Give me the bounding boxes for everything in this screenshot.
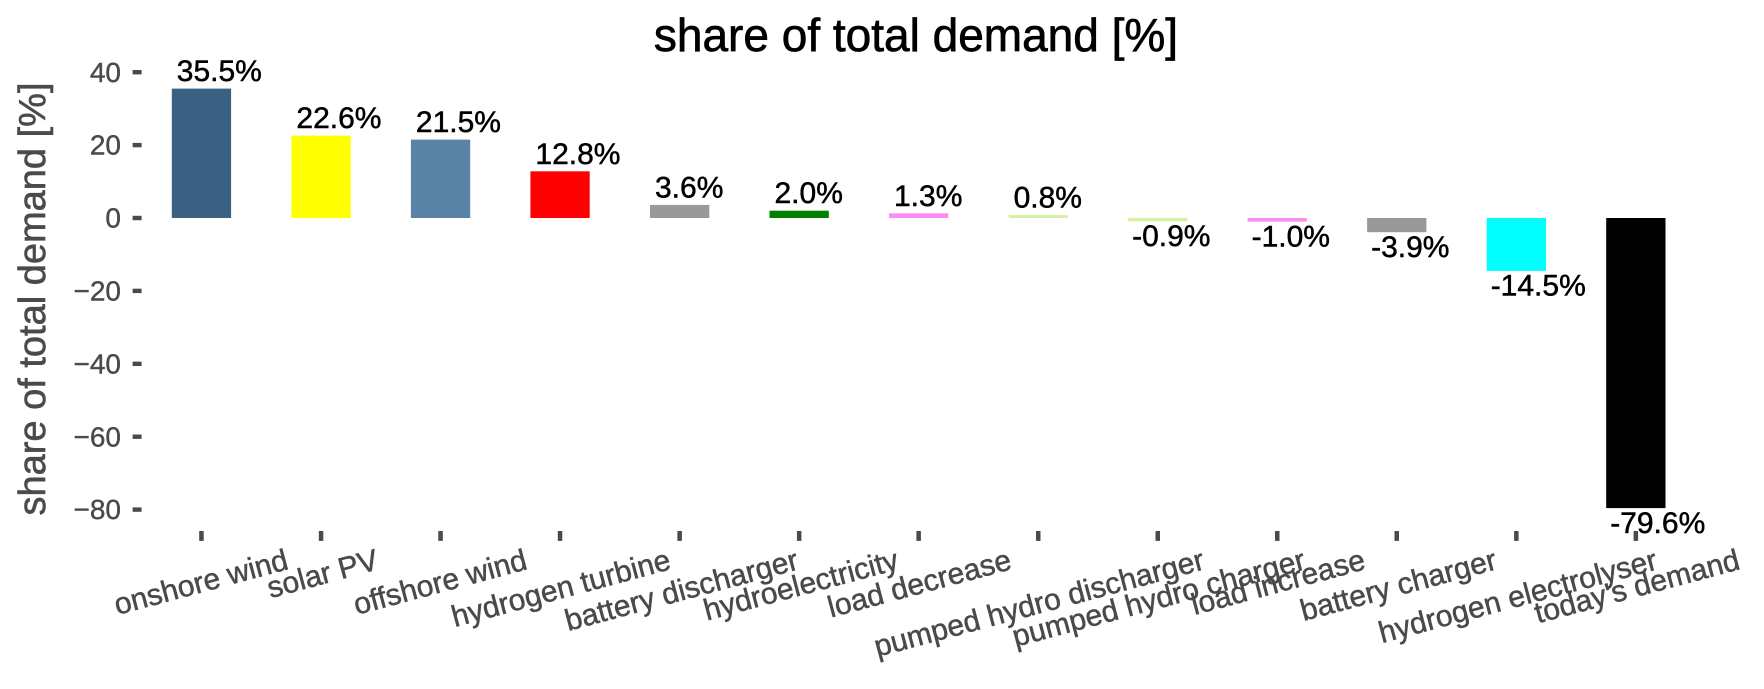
svg-text:22.6%: 22.6% [296, 102, 381, 135]
svg-text:3.6%: 3.6% [655, 171, 723, 204]
svg-text:2.0%: 2.0% [775, 177, 843, 210]
svg-text:1.3%: 1.3% [894, 180, 962, 213]
svg-text:−60: −60 [74, 421, 122, 452]
svg-text:−20: −20 [74, 276, 122, 307]
svg-text:−80: −80 [74, 494, 122, 525]
svg-text:-1.0%: -1.0% [1252, 220, 1330, 253]
svg-text:share of total demand [%]: share of total demand [%] [654, 9, 1178, 61]
svg-text:40: 40 [90, 57, 121, 88]
svg-text:20: 20 [90, 130, 121, 161]
svg-text:0: 0 [105, 203, 121, 234]
svg-text:-14.5%: -14.5% [1491, 270, 1586, 303]
svg-text:-79.6%: -79.6% [1610, 507, 1705, 540]
svg-text:share of total demand [%]: share of total demand [%] [12, 82, 54, 515]
svg-text:-0.9%: -0.9% [1132, 220, 1210, 253]
svg-text:35.5%: 35.5% [177, 55, 262, 88]
svg-text:−40: −40 [74, 348, 122, 379]
svg-text:-3.9%: -3.9% [1371, 231, 1449, 264]
svg-text:0.8%: 0.8% [1014, 182, 1082, 215]
svg-text:12.8%: 12.8% [535, 138, 620, 171]
svg-text:21.5%: 21.5% [416, 106, 501, 139]
